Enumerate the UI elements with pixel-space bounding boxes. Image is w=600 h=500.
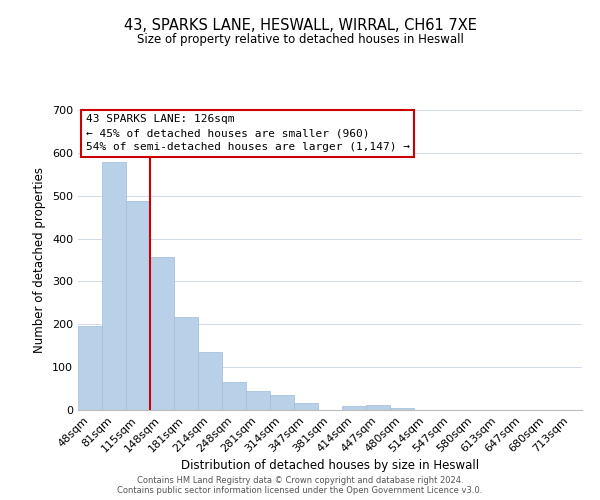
Bar (222, 382, 246, 410)
Bar (294, 402, 318, 410)
X-axis label: Distribution of detached houses by size in Heswall: Distribution of detached houses by size … (181, 460, 479, 472)
Text: 43, SPARKS LANE, HESWALL, WIRRAL, CH61 7XE: 43, SPARKS LANE, HESWALL, WIRRAL, CH61 7… (124, 18, 476, 32)
Bar (270, 395, 294, 410)
Bar (78, 326, 102, 410)
Bar (102, 162, 126, 410)
Bar (246, 390, 270, 410)
Y-axis label: Number of detached properties: Number of detached properties (34, 167, 46, 353)
Bar (342, 406, 366, 410)
Text: 43 SPARKS LANE: 126sqm
← 45% of detached houses are smaller (960)
54% of semi-de: 43 SPARKS LANE: 126sqm ← 45% of detached… (86, 114, 410, 152)
Bar (150, 257, 174, 410)
Bar (198, 352, 222, 410)
Bar (174, 317, 198, 410)
Bar (366, 405, 390, 410)
Text: Contains public sector information licensed under the Open Government Licence v3: Contains public sector information licen… (118, 486, 482, 495)
Text: Size of property relative to detached houses in Heswall: Size of property relative to detached ho… (137, 32, 463, 46)
Bar (126, 202, 150, 410)
Bar (390, 408, 414, 410)
Text: Contains HM Land Registry data © Crown copyright and database right 2024.: Contains HM Land Registry data © Crown c… (137, 476, 463, 485)
